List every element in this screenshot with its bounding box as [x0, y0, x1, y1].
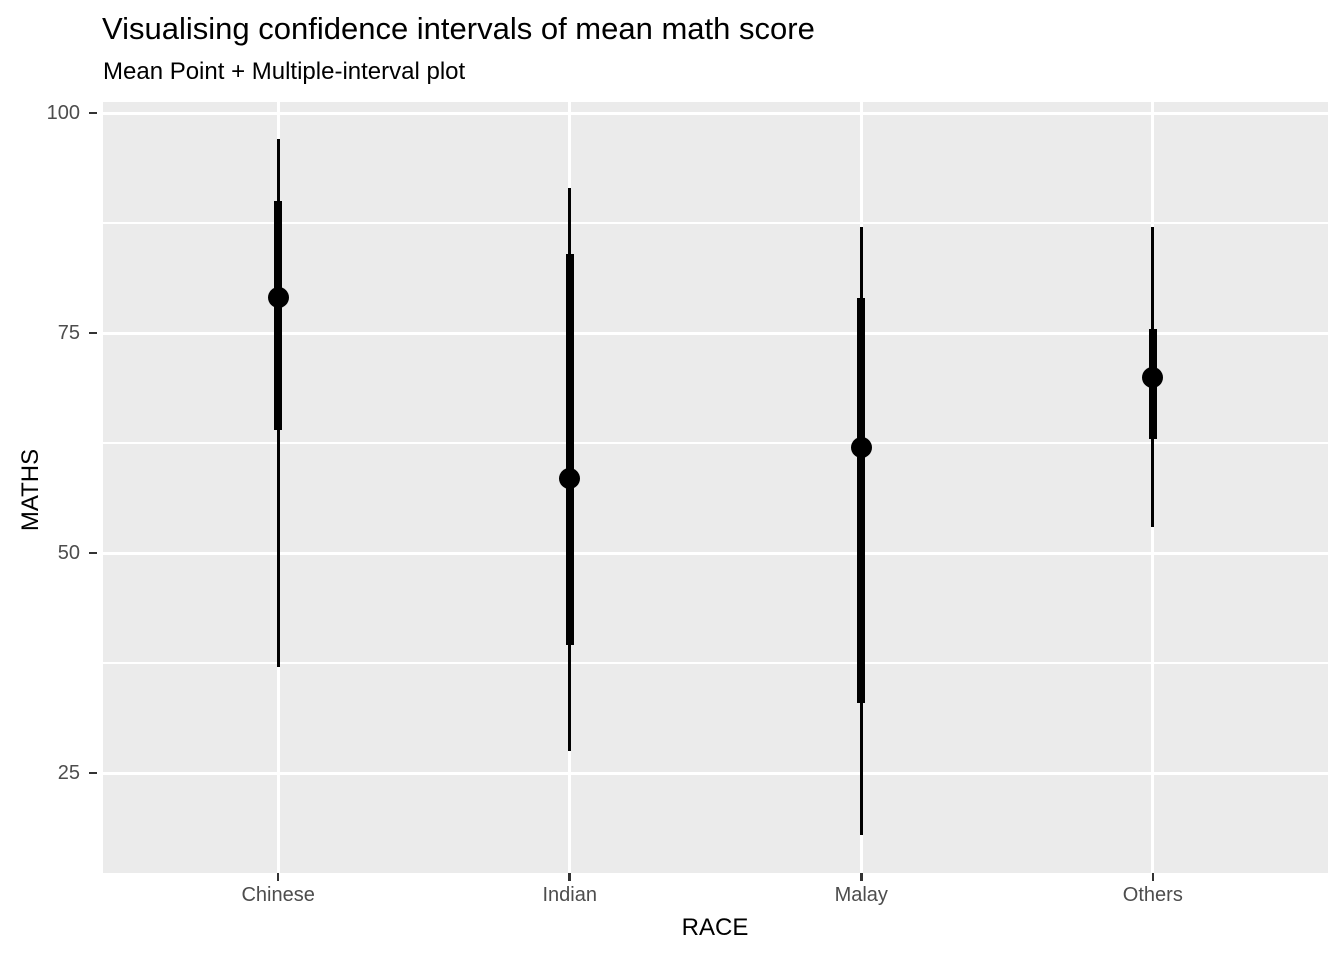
gridline-h-major	[103, 551, 1328, 555]
x-axis-title: RACE	[681, 914, 749, 941]
x-tick-mark	[568, 873, 571, 881]
y-tick-label: 25	[57, 762, 80, 785]
mean-point-indian	[559, 467, 581, 489]
y-tick-mark	[89, 111, 97, 115]
ci-inner-line-chinese	[274, 201, 283, 430]
y-tick-mark	[89, 551, 97, 555]
x-tick-label: Others	[1122, 884, 1183, 906]
chart-title: Visualising confidence intervals of mean…	[102, 11, 815, 46]
gridline-h-minor	[103, 442, 1328, 444]
gridline-h-major	[103, 111, 1328, 115]
gridline-h-minor	[103, 222, 1328, 224]
ci-inner-line-indian	[565, 253, 574, 646]
y-tick-label: 50	[57, 542, 80, 565]
x-tick-mark	[1151, 873, 1155, 881]
x-tick-label: Malay	[834, 884, 888, 906]
mean-point-chinese	[267, 287, 289, 309]
mean-point-others	[1142, 366, 1164, 388]
ci-inner-line-malay	[857, 297, 866, 703]
x-tick-label: Indian	[542, 884, 597, 906]
y-tick-mark	[89, 771, 97, 775]
gridline-h-minor	[103, 662, 1328, 664]
plot-panel	[103, 102, 1328, 873]
gridline-h-major	[103, 771, 1328, 775]
y-tick-label: 100	[46, 102, 80, 124]
chart-subtitle: Mean Point + Multiple-interval plot	[103, 58, 466, 85]
y-axis-title: MATHS	[17, 448, 44, 532]
gridline-h-major	[103, 331, 1328, 335]
x-tick-mark	[860, 873, 863, 881]
y-tick-label: 75	[57, 322, 80, 344]
x-tick-label: Chinese	[241, 884, 315, 906]
x-tick-mark	[276, 873, 280, 881]
mean-point-malay	[850, 436, 872, 458]
y-tick-mark	[89, 331, 97, 335]
